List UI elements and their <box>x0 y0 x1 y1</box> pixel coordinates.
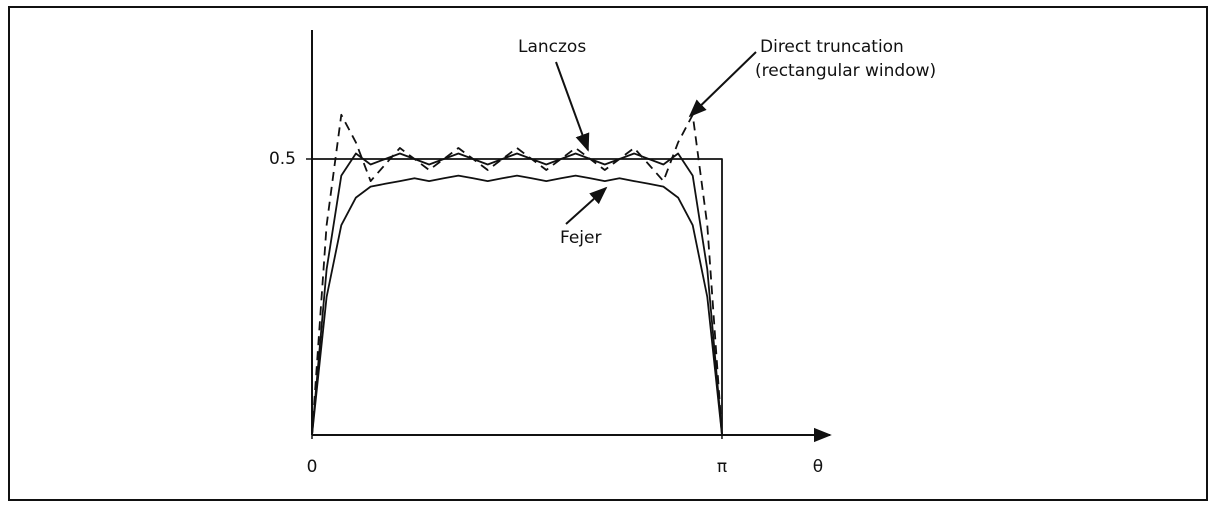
x-axis-label: θ <box>813 457 823 477</box>
x-tick-label: 0 <box>307 457 318 477</box>
series-line <box>311 113 723 436</box>
y-tick-label: 0.5 <box>269 149 296 169</box>
series-line <box>311 152 723 436</box>
annotation: Direct truncation <box>760 37 904 57</box>
series-line <box>311 174 723 436</box>
frame <box>8 6 1208 501</box>
annotation-arrow <box>688 51 757 118</box>
annotation-arrow <box>555 61 590 152</box>
annotation: (rectangular window) <box>755 61 936 81</box>
series-line <box>311 158 723 435</box>
annotation: Lanczos <box>518 37 586 57</box>
annotation: Fejer <box>560 228 601 248</box>
annotation-arrow <box>565 186 608 225</box>
x-tick-label: π <box>717 457 727 477</box>
